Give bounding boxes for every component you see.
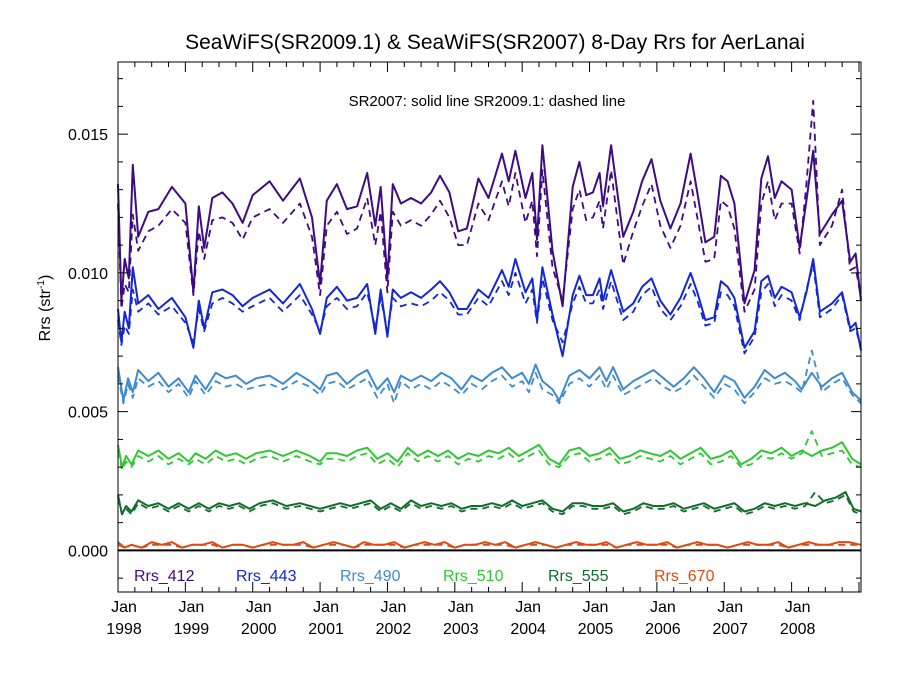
x-tick-label-year: 2007 <box>712 621 748 638</box>
series-line-rrs-510-sr2009-1 <box>117 430 862 471</box>
series-line-rrs-510-sr2007 <box>117 441 862 469</box>
legend-item-rrs-490: Rrs_490 <box>340 568 401 585</box>
x-tick-label-month: Jan <box>448 599 474 616</box>
series-line-rrs-443-sr2009-1 <box>117 263 862 355</box>
x-tick-label-month: Jan <box>313 599 339 616</box>
legend-item-rrs-443: Rrs_443 <box>236 568 297 585</box>
series-line-rrs-412-sr2009-1 <box>117 99 862 313</box>
y-axis-label: Rrs (str-1) <box>36 275 54 342</box>
series-line-rrs-412-sr2007 <box>117 144 862 308</box>
axes: 0.000 0.005 0.010 0.015 Jan 1998 Jan 1999 Jan 200… <box>68 62 861 638</box>
x-tick-label-year: 1998 <box>106 621 142 638</box>
y-axis-label-main: Rrs (str <box>37 288 54 341</box>
legend: Rrs_412 Rrs_443 Rrs_490 Rrs_510 Rrs_555 Rrs_6… <box>134 568 715 585</box>
x-tick-label-year: 2000 <box>241 621 277 638</box>
x-tick-label-month: Jan <box>650 599 676 616</box>
x-tick-label-month: Jan <box>381 599 407 616</box>
x-tick-label-year: 1999 <box>174 621 210 638</box>
y-tick-label: 0.015 <box>68 127 108 144</box>
x-tick-label-year: 2002 <box>376 621 412 638</box>
x-tick-label-month: Jan <box>717 599 743 616</box>
legend-item-rrs-412: Rrs_412 <box>134 568 195 585</box>
x-tick-label-year: 2004 <box>510 621 546 638</box>
y-tick-label: 0.005 <box>68 405 108 422</box>
x-tick-label-month: Jan <box>246 599 272 616</box>
x-tick-label-month: Jan <box>583 599 609 616</box>
legend-item-rrs-510: Rrs_510 <box>443 568 504 585</box>
x-tick-label-year: 2006 <box>645 621 681 638</box>
series-line-rrs-555-sr2009-1 <box>117 491 862 516</box>
x-tick-label-month: Jan <box>515 599 541 616</box>
series-line-rrs-490-sr2009-1 <box>117 349 862 405</box>
y-axis-label-end: ) <box>37 275 54 280</box>
series-lines <box>117 99 862 549</box>
y-axis-label-superscript: -1 <box>36 280 47 289</box>
y-tick-label: 0.010 <box>68 266 108 283</box>
x-tick-label-year: 2008 <box>780 621 816 638</box>
series-line-rrs-555-sr2007 <box>117 491 862 516</box>
plot-frame <box>117 61 862 593</box>
x-tick-label-year: 2001 <box>308 621 344 638</box>
chart-title: SeaWiFS(SR2009.1) & SeaWiFS(SR2007) 8-Da… <box>185 31 805 54</box>
y-tick-label: 0.000 <box>68 543 108 560</box>
x-tick-label-month: Jan <box>178 599 204 616</box>
x-tick-label-month: Jan <box>785 599 811 616</box>
x-tick-label-year: 2005 <box>578 621 614 638</box>
x-tick-label-month: Jan <box>111 599 137 616</box>
x-tick-label-year: 2003 <box>443 621 479 638</box>
chart-subtitle: SR2007: solid line SR2009.1: dashed line <box>349 93 626 110</box>
series-line-rrs-490-sr2007 <box>117 363 862 402</box>
legend-item-rrs-670: Rrs_670 <box>654 568 715 585</box>
legend-item-rrs-555: Rrs_555 <box>548 568 609 585</box>
series-line-rrs-443-sr2007 <box>117 258 862 358</box>
series-line-rrs-670-sr2009-1 <box>117 543 861 549</box>
